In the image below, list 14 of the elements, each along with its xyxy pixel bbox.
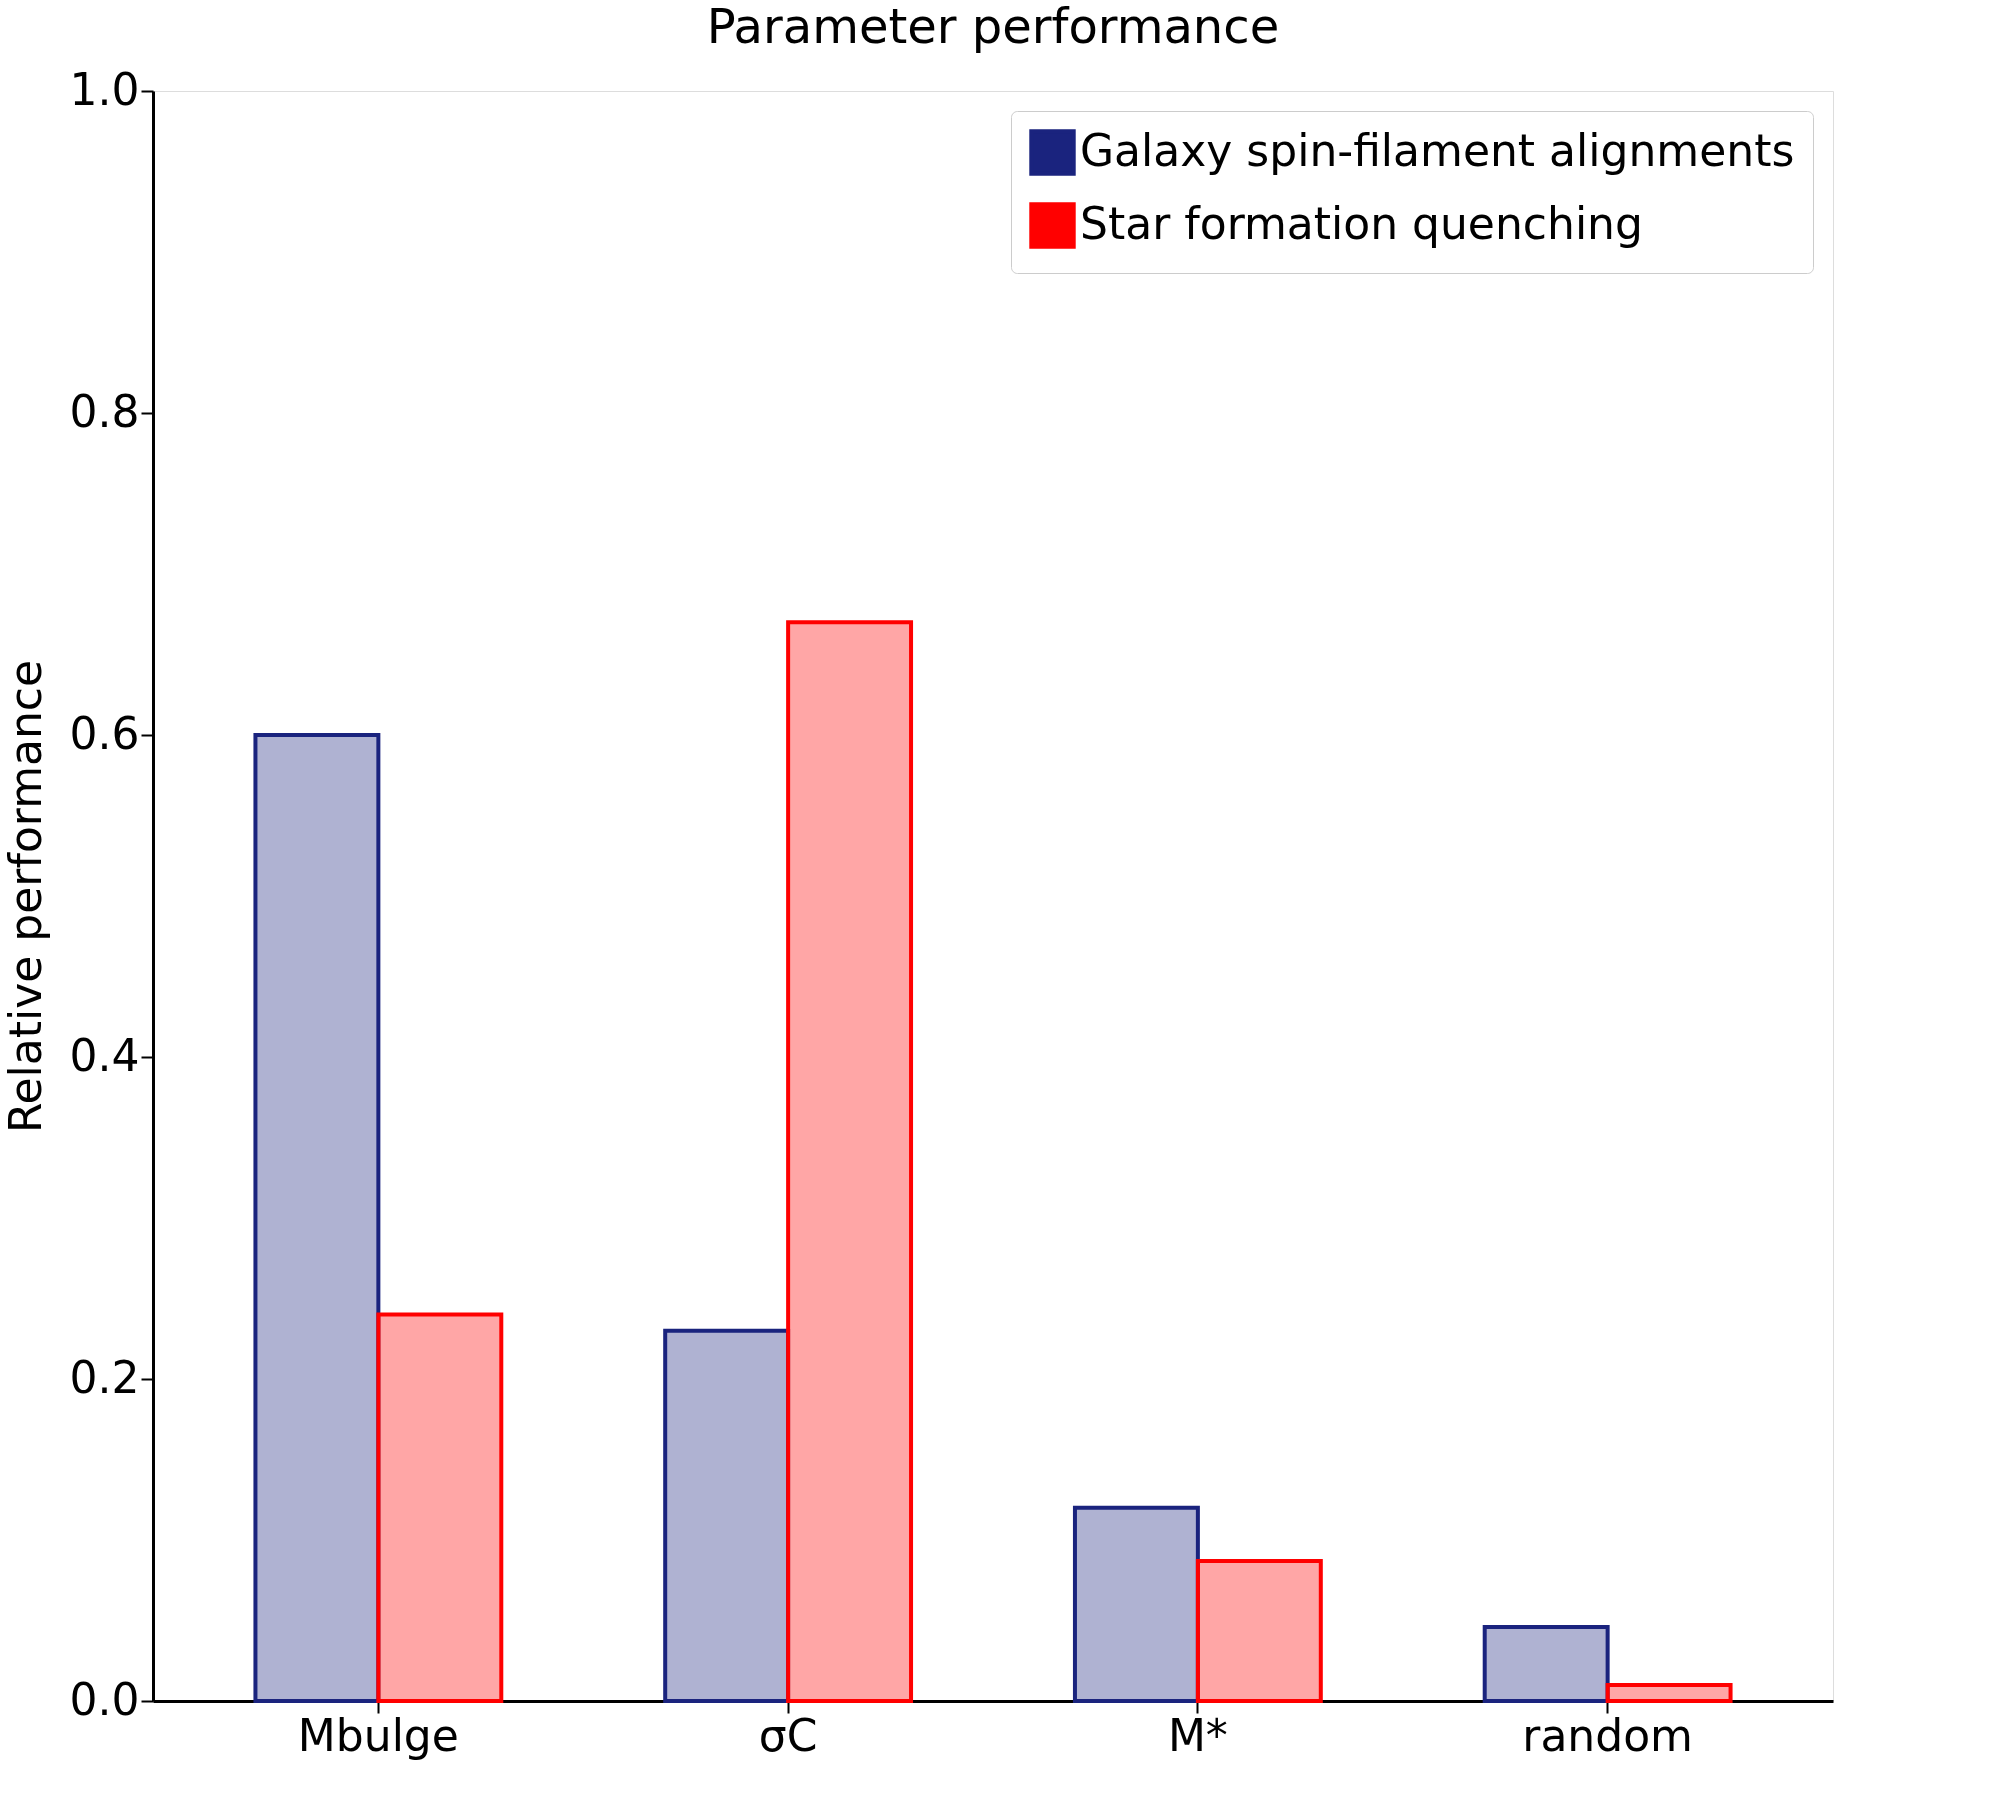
x-tick-label: M* <box>1167 1709 1228 1761</box>
x-tick-label: Mbulge <box>297 1709 459 1761</box>
chart-title: Parameter performance <box>706 0 1280 54</box>
y-tick-label: 0.2 <box>69 1351 140 1403</box>
x-tick-label: random <box>1522 1709 1693 1761</box>
legend-label: Galaxy spin-filament alignments <box>1080 124 1795 176</box>
y-axis-title: Relative performance <box>0 659 51 1134</box>
y-tick-label: 0.8 <box>69 385 140 437</box>
y-tick-label: 0.4 <box>69 1029 140 1081</box>
y-tick-label: 0.0 <box>69 1673 140 1725</box>
x-tick-label: σC <box>758 1709 818 1761</box>
y-tick-label: 0.6 <box>69 707 140 759</box>
y-tick-label: 1.0 <box>69 63 140 115</box>
legend-label: Star formation quenching <box>1080 197 1643 249</box>
